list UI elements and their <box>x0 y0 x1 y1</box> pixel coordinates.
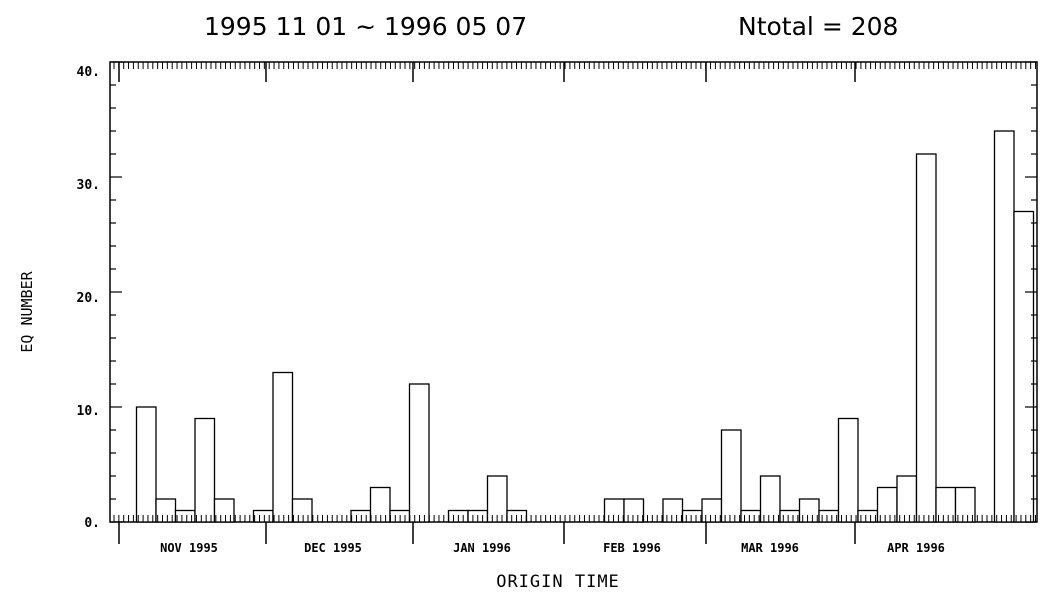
month-label-mar-1996: MAR 1996 <box>741 541 799 555</box>
y-tick-label-10: 10. <box>77 404 100 419</box>
bar-12 <box>350 509 372 523</box>
y-tick-label-0: 0. <box>84 516 100 531</box>
y-tick-label-20: 20. <box>77 291 100 306</box>
bar-37 <box>837 417 859 523</box>
bar-5 <box>213 498 235 523</box>
bar-9 <box>291 498 313 523</box>
bar-7 <box>252 509 274 523</box>
bar-33 <box>759 475 781 523</box>
bar-1 <box>135 406 157 523</box>
bar-26 <box>623 498 645 523</box>
plot-area <box>109 61 1038 544</box>
bar-43 <box>954 486 976 523</box>
bar-25 <box>603 498 625 523</box>
y-tick-labels: 0. 10. 20. 30. 40. <box>77 65 100 531</box>
chart-title-total: Ntotal = 208 <box>738 12 898 41</box>
month-label-apr-1996: APR 1996 <box>887 541 945 555</box>
plot-frame <box>109 61 1038 523</box>
y-tick-label-30: 30. <box>77 178 100 193</box>
month-label-jan-1996: JAN 1996 <box>453 541 511 555</box>
bar-46 <box>1013 210 1035 523</box>
bar-31 <box>720 429 742 523</box>
bar-45 <box>993 130 1015 523</box>
bar-32 <box>740 509 762 523</box>
bar-8 <box>272 371 294 523</box>
bar-15 <box>408 383 430 523</box>
bar-4 <box>194 417 216 523</box>
bar-41 <box>915 153 937 523</box>
bar-series <box>135 130 1035 523</box>
chart-title-dates: 1995 11 01 ~ 1996 05 07 <box>204 12 527 41</box>
bar-29 <box>681 509 703 523</box>
y-axis-label: EQ NUMBER <box>18 270 36 352</box>
tick-marks <box>110 61 1037 544</box>
month-label-nov-1995: NOV 1995 <box>160 541 218 555</box>
month-label-feb-1996: FEB 1996 <box>603 541 661 555</box>
month-label-dec-1995: DEC 1995 <box>304 541 362 555</box>
x-month-labels: NOV 1995 DEC 1995 JAN 1996 FEB 1996 MAR … <box>160 541 945 555</box>
x-axis-label: ORIGIN TIME <box>496 572 620 592</box>
bar-28 <box>662 498 684 523</box>
y-tick-label-40: 40. <box>77 65 100 80</box>
bar-30 <box>701 498 723 523</box>
